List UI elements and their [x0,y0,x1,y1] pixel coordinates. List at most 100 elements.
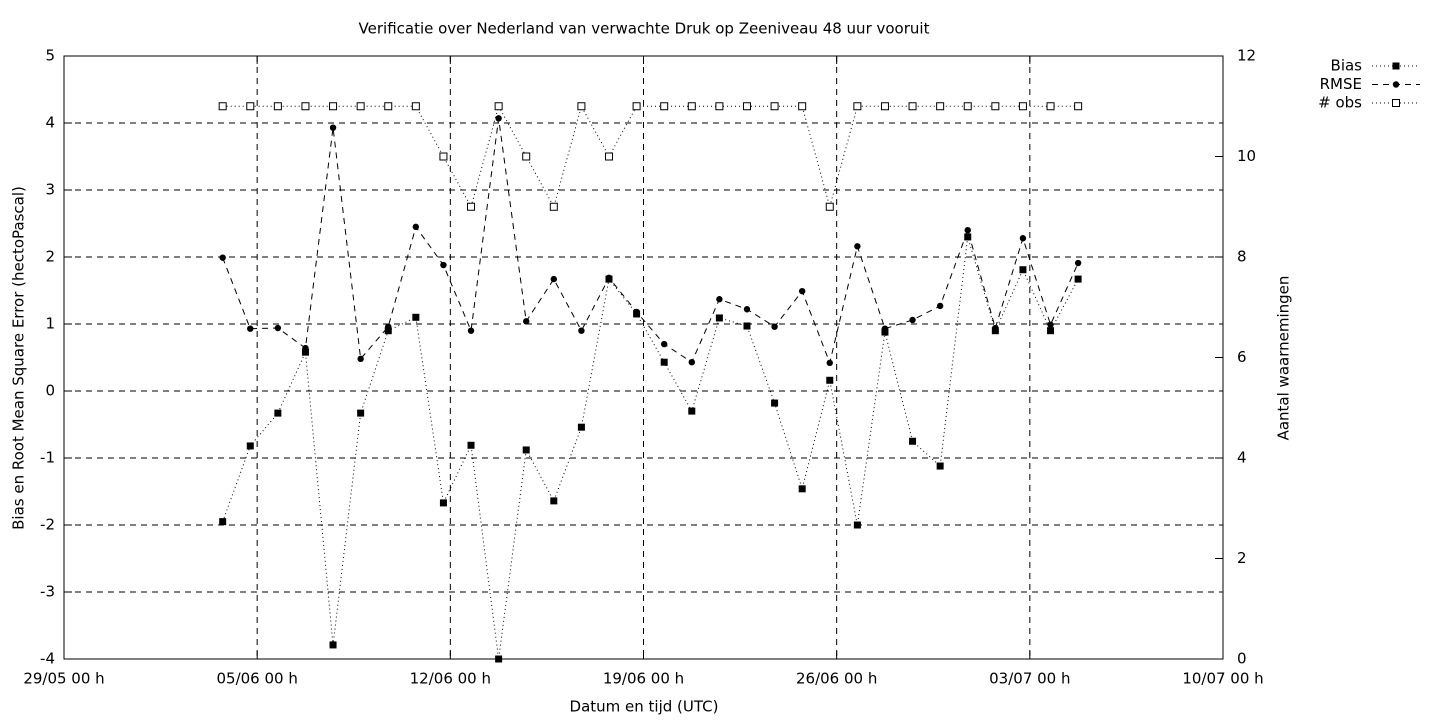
point [357,355,364,363]
point [329,102,338,111]
y-tick-label: 5 [45,47,55,65]
x-tick-label: 29/05 00 h [23,670,104,688]
point [1047,327,1055,335]
point [1019,266,1027,274]
legend-marker [1392,81,1400,88]
point [605,152,614,161]
point [549,202,558,211]
legend-marker [1392,62,1400,70]
point [909,437,917,445]
point [577,423,585,431]
point [716,296,723,303]
point [302,344,309,352]
point [495,115,502,122]
y2-axis-label: Aantal waarnemingen [1275,276,1293,441]
point [412,313,420,321]
legend-label: Bias [1331,57,1363,75]
point [1019,235,1027,242]
point [219,254,226,261]
y-tick-label: 3 [45,181,55,199]
x-axis-label: Datum en tijd (UTC) [570,698,719,716]
point [246,102,255,111]
point [909,316,916,324]
point [798,485,806,493]
point [771,323,778,330]
point [992,324,999,332]
point [578,327,585,334]
series-line [222,118,1079,365]
point [495,655,503,663]
point [964,233,972,241]
point [963,102,972,111]
point [715,102,724,111]
point [467,441,475,449]
point [1046,102,1055,111]
point [660,340,668,348]
point [384,102,393,111]
point [854,243,861,250]
point [770,102,779,111]
point [439,499,447,507]
point [936,462,944,470]
point [439,152,448,161]
x-tick-label: 03/07 00 h [989,670,1070,688]
point [826,376,834,384]
point [356,102,365,111]
point [218,102,227,111]
y2-tick-label: 6 [1237,348,1247,366]
point [246,442,254,450]
y-tick-label: 2 [45,248,55,266]
y-tick-label: -3 [40,583,55,601]
point [771,399,779,407]
y-tick-label: -4 [40,650,55,668]
point [329,124,337,131]
point [273,102,282,111]
x-tick-label: 05/06 00 h [216,670,297,688]
point [633,308,640,316]
point [743,306,751,313]
point [577,102,586,111]
point [274,409,282,417]
point [550,275,558,283]
x-tick-label: 10/07 00 h [1182,670,1263,688]
y2-tick-label: 10 [1237,147,1256,165]
point [384,327,392,335]
legend-label: RMSE [1320,75,1362,93]
point [881,328,889,336]
x-tick-label: 26/06 00 h [796,670,877,688]
point [632,102,641,111]
point [742,102,751,111]
point [660,102,669,111]
point [908,102,917,111]
point [522,446,530,454]
point [798,102,807,111]
y2-tick-label: 0 [1237,650,1247,668]
point [936,102,945,111]
series-line [222,104,1079,209]
legend-label: # obs [1318,94,1362,112]
point [660,358,668,366]
point [688,407,696,415]
point [467,202,476,211]
point [687,102,696,111]
point [301,348,309,356]
point [825,202,834,211]
y2-tick-label: 8 [1237,248,1247,266]
point [522,152,531,161]
point [440,261,447,269]
point [385,323,392,330]
y-tick-label: -1 [40,449,55,467]
legend-marker [1392,99,1400,107]
point [715,314,723,322]
point [494,102,503,111]
point [247,325,254,332]
y-axis-label: Bias en Root Mean Square Error (hectoPas… [10,186,28,530]
point [1074,102,1083,111]
point [1074,275,1082,283]
y-tick-label: -2 [40,516,55,534]
y2-tick-label: 12 [1237,47,1256,65]
chart-title: Verificatie over Nederland van verwachte… [359,20,930,38]
point [467,327,475,334]
x-tick-label: 12/06 00 h [410,670,491,688]
